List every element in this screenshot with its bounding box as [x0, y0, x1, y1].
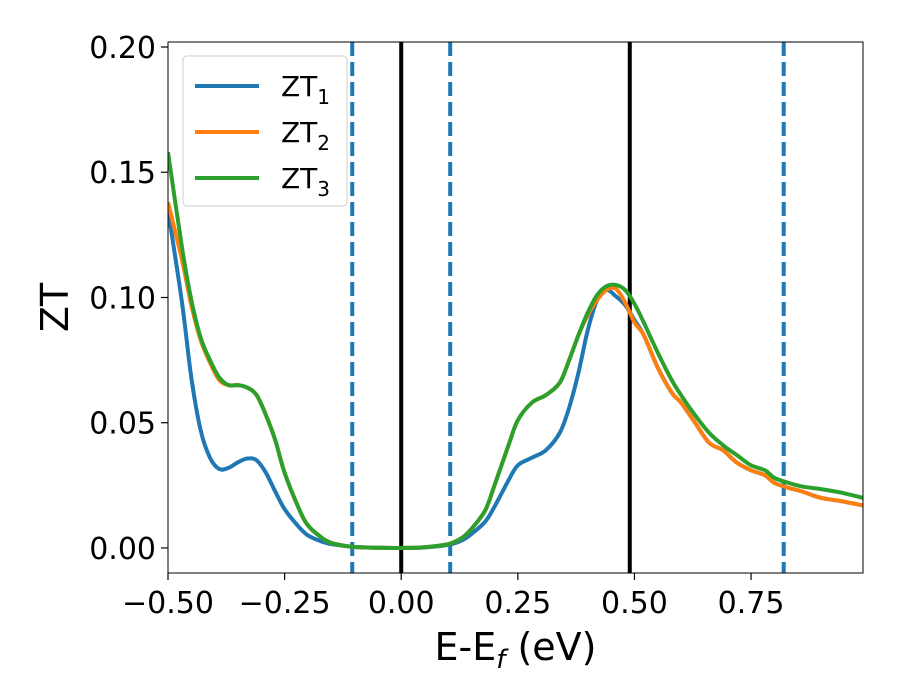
y-tick-label: 0.10 [89, 281, 156, 316]
y-tick-label: 0.05 [89, 407, 156, 442]
x-tick-label: 0.25 [484, 586, 551, 621]
series-line-zt2 [168, 201, 863, 550]
legend-label-zt1: ZT1 [281, 70, 330, 109]
legend-label-zt2: ZT2 [281, 116, 330, 155]
series-line-zt1 [168, 209, 863, 550]
legend-label-zt3: ZT3 [281, 162, 330, 201]
x-axis-label-main: E-E [435, 625, 497, 669]
legend-box [182, 55, 348, 207]
y-tick-label: 0.20 [89, 31, 156, 66]
y-axis: 0.00 0.05 0.10 0.15 0.20 [89, 31, 168, 567]
x-axis-label: E-Ef (eV) [435, 625, 597, 675]
y-tick-label: 0.15 [89, 156, 156, 191]
x-tick-label: −0.50 [122, 586, 214, 621]
x-axis: −0.50 −0.25 0.00 0.25 0.50 0.75 [122, 573, 784, 621]
x-tick-label: 0.75 [718, 586, 785, 621]
x-axis-label-unit: (eV) [505, 625, 596, 669]
y-axis-label: ZT [33, 282, 77, 332]
x-tick-label: −0.25 [239, 586, 331, 621]
series-line-zt3 [168, 151, 863, 550]
x-tick-label: 0.00 [368, 586, 435, 621]
x-tick-label: 0.50 [601, 586, 668, 621]
axes-frame [167, 41, 864, 574]
plot-area [168, 42, 863, 573]
legend: ZT1 ZT2 ZT3 [182, 55, 348, 207]
y-tick-label: 0.00 [89, 532, 156, 567]
